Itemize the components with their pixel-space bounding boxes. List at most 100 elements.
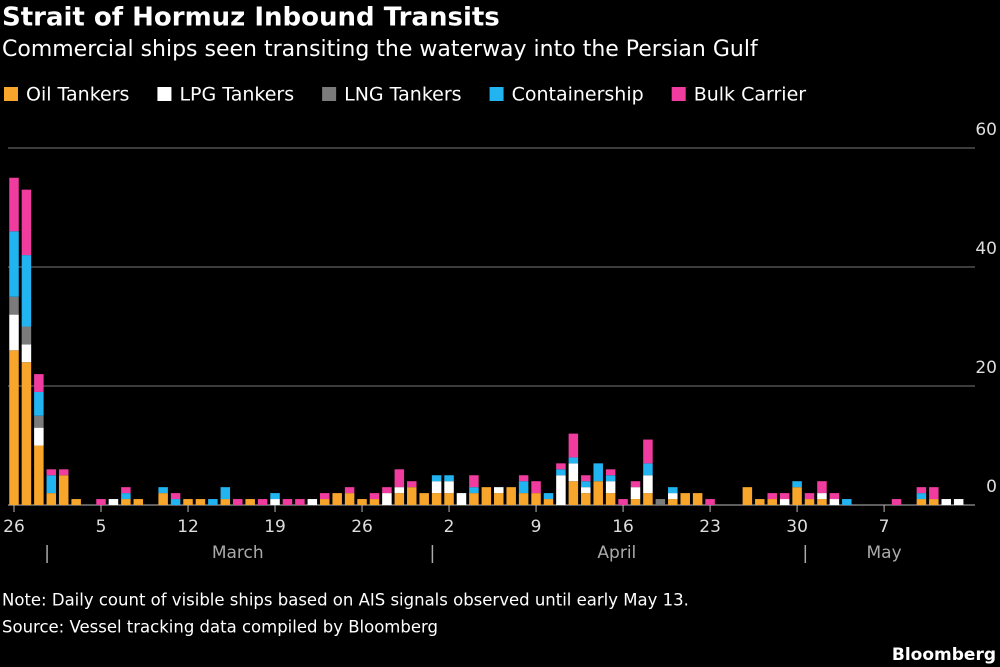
bar-segment (630, 481, 641, 488)
legend-label: Bulk Carrier (694, 84, 807, 106)
bar-segment (804, 493, 815, 500)
bar-segment (9, 177, 19, 232)
bar-segment (742, 487, 753, 505)
bar-segment (568, 463, 579, 482)
bar-segment (705, 499, 715, 505)
month-label: April (597, 543, 636, 563)
bar-segment (543, 499, 554, 505)
bar-segment (431, 475, 442, 482)
legend-label: LPG Tankers (179, 84, 294, 106)
bar-segment (158, 487, 168, 494)
bar-segment (332, 493, 342, 505)
bar-segment (543, 493, 554, 500)
bar-segment (643, 475, 653, 494)
bar-segment (605, 475, 616, 482)
bar-segment (605, 481, 616, 494)
bar-segment (9, 350, 19, 505)
bar-segment (469, 475, 479, 488)
legend-swatch (322, 87, 337, 101)
bar-segment (46, 469, 57, 476)
bar-segment (220, 499, 231, 505)
bar-segment (929, 499, 939, 505)
bar-segment (382, 493, 392, 505)
bar-segment (605, 493, 616, 505)
note: Note: Daily count of visible ships based… (2, 591, 689, 610)
bar-segment (444, 493, 454, 505)
bar-segment (630, 499, 641, 505)
bar-segment (581, 475, 591, 482)
bar-segment (344, 487, 355, 494)
bar-segment (96, 499, 106, 505)
bar-segment (158, 493, 168, 505)
x-tick-label: 12 (177, 517, 199, 537)
bar-segment (568, 481, 579, 505)
bar-segment (581, 493, 591, 505)
legend-swatch (489, 87, 504, 101)
bar-segment (431, 493, 442, 505)
bar-segment (220, 487, 231, 500)
bar-segment (369, 493, 380, 500)
bar-segment (494, 487, 504, 494)
bar-segment (618, 499, 628, 505)
bar-segment (581, 487, 591, 494)
bar-segment (282, 499, 293, 505)
bar-segment (21, 255, 32, 327)
bar-segment (556, 469, 566, 476)
bar-segment (270, 499, 280, 505)
bar-segment (444, 481, 454, 494)
bar-segment (71, 499, 81, 505)
bar-segment (817, 481, 827, 494)
bar-segment (34, 427, 44, 446)
bar-segment (929, 487, 939, 500)
bar-segment (369, 499, 380, 505)
bar-segment (307, 499, 318, 505)
bar-segment (46, 475, 57, 494)
bar-segment (34, 445, 44, 505)
bar-segment (46, 493, 57, 505)
bar-segment (469, 493, 479, 505)
bar-segment (643, 439, 653, 464)
bar-segment (556, 475, 566, 505)
legend-swatch (157, 87, 172, 101)
bar-segment (34, 415, 44, 428)
bar-segment (916, 493, 927, 500)
bar-segment (208, 499, 218, 505)
bar-segment (581, 481, 591, 488)
bar-segment (21, 189, 32, 256)
bar-segment (494, 493, 504, 505)
bar-segment (320, 499, 330, 505)
bar-segment (183, 499, 193, 505)
bar-segment (357, 499, 367, 505)
bar-segment (643, 493, 653, 505)
bar-segment (804, 499, 815, 505)
bar-segment (568, 433, 579, 458)
bar-segment (407, 481, 417, 488)
bar-segment (407, 487, 417, 505)
bar-segment (792, 481, 802, 488)
bar-segment (941, 499, 951, 505)
x-tick-label: 2 (444, 517, 455, 537)
x-tick-label: 16 (612, 517, 634, 537)
y-tick-label: 20 (975, 358, 997, 378)
bar-segment (755, 499, 765, 505)
legend-swatch (4, 87, 18, 101)
bar-segment (680, 493, 690, 505)
bar-segment (531, 481, 541, 494)
bar-segment (817, 493, 827, 500)
bar-segment (767, 499, 777, 505)
bar-segment (767, 493, 777, 500)
bar-segment (518, 481, 529, 494)
bar-segment (792, 487, 802, 505)
x-tick-label: 7 (879, 517, 890, 537)
x-tick-label: 23 (699, 517, 721, 537)
chart-subtitle: Commercial ships seen transiting the wat… (2, 37, 759, 62)
bar-segment (394, 493, 405, 505)
bar-segment (817, 499, 827, 505)
x-tick-label: 30 (786, 517, 808, 537)
bar-segment (431, 481, 442, 494)
bar-segment (9, 314, 19, 351)
bar-segment (481, 487, 492, 505)
bar-segment (506, 487, 516, 505)
bar-segment (270, 493, 280, 500)
legend-swatch (671, 87, 686, 101)
